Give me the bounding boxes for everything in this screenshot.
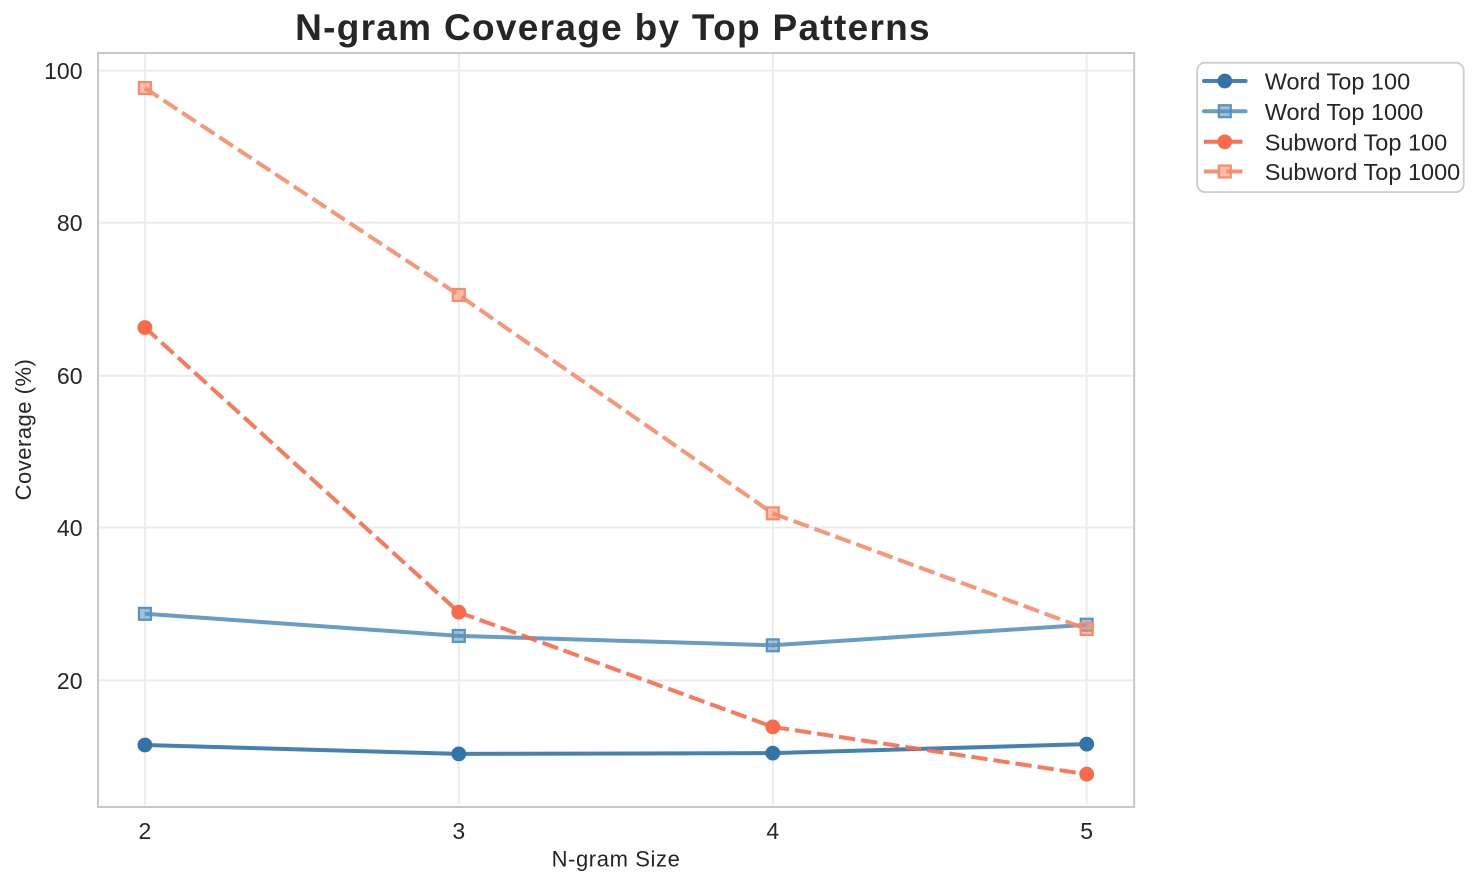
- svg-text:Word Top 100: Word Top 100: [1265, 69, 1410, 95]
- svg-text:3: 3: [452, 818, 465, 844]
- svg-text:4: 4: [766, 818, 779, 844]
- svg-text:Subword Top 100: Subword Top 100: [1265, 130, 1447, 156]
- svg-text:Subword Top 1000: Subword Top 1000: [1265, 159, 1461, 185]
- svg-text:N-gram Size: N-gram Size: [552, 847, 681, 872]
- svg-text:5: 5: [1080, 818, 1093, 844]
- svg-text:N-gram Coverage by Top Pattern: N-gram Coverage by Top Patterns: [295, 7, 931, 48]
- svg-text:60: 60: [57, 363, 83, 389]
- svg-text:Word Top 1000: Word Top 1000: [1265, 99, 1424, 125]
- svg-text:20: 20: [57, 668, 83, 694]
- svg-text:80: 80: [57, 210, 83, 236]
- svg-text:40: 40: [57, 515, 83, 541]
- svg-text:Coverage (%): Coverage (%): [11, 359, 36, 501]
- svg-text:2: 2: [139, 818, 152, 844]
- svg-text:100: 100: [44, 58, 82, 84]
